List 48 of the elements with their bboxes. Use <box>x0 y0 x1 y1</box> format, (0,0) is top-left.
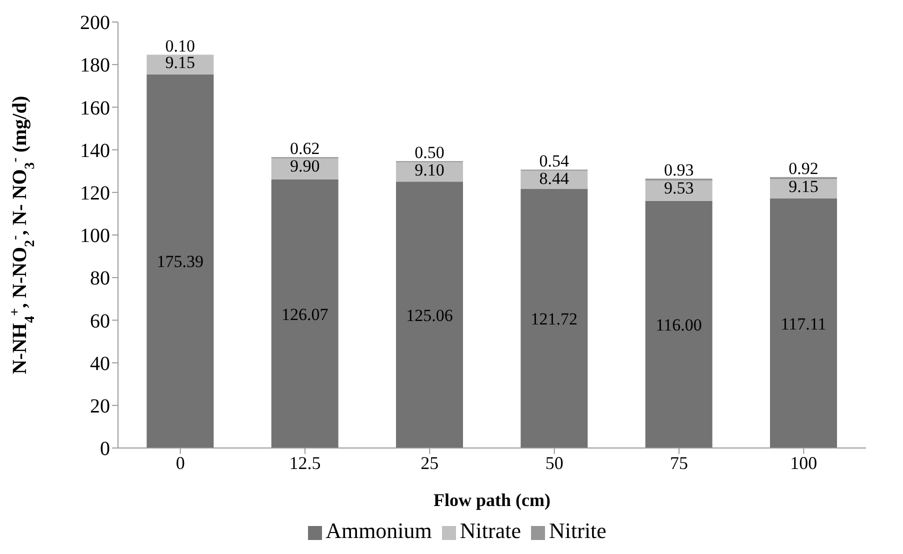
bar <box>645 200 712 448</box>
y-tick-label: 80 <box>90 268 110 290</box>
x-tick-label: 12.5 <box>289 452 321 473</box>
bar <box>146 74 214 448</box>
y-tick-label: 200 <box>80 12 110 34</box>
x-tick-label: 50 <box>545 452 564 473</box>
y-tick-label: 180 <box>80 54 110 77</box>
x-tick-label: 75 <box>670 452 688 473</box>
data-label: 0.54 <box>539 152 570 171</box>
y-tick-label: 160 <box>80 97 110 120</box>
data-label: 9.53 <box>664 178 694 198</box>
bar <box>271 179 338 448</box>
data-label: 175.39 <box>156 252 204 272</box>
legend-label: Nitrate <box>460 518 521 543</box>
data-label: 116.00 <box>656 315 702 334</box>
bar <box>520 188 588 448</box>
data-label: 125.06 <box>406 306 453 325</box>
y-tick-label: 120 <box>80 182 110 204</box>
data-label: 126.07 <box>281 304 329 324</box>
x-axis-title: Flow path (cm) <box>434 490 550 510</box>
bar <box>396 182 464 448</box>
data-label: 9.90 <box>290 156 320 176</box>
y-tick-label: 140 <box>80 140 110 162</box>
y-tick-label: 100 <box>80 225 110 248</box>
bar <box>146 54 214 74</box>
bar <box>645 180 712 201</box>
x-tick-label: 0 <box>176 452 185 473</box>
data-label: 121.72 <box>530 309 578 328</box>
y-tick-label: 40 <box>90 352 110 375</box>
data-label: 9.15 <box>165 53 196 72</box>
data-label: 9.10 <box>414 160 444 180</box>
x-tick-label: 100 <box>790 452 818 473</box>
data-label: 0.10 <box>165 36 196 56</box>
bar <box>770 198 838 448</box>
bar <box>396 162 464 182</box>
data-label: 9.15 <box>788 177 818 196</box>
y-tick-label: 60 <box>90 310 110 332</box>
legend-label: Nitrite <box>549 518 606 543</box>
data-label: 0.92 <box>788 159 818 178</box>
data-label: 0.50 <box>414 143 444 162</box>
data-label: 0.93 <box>664 160 694 180</box>
data-label: 8.44 <box>539 168 570 188</box>
legend-label: Ammonium <box>326 518 432 543</box>
data-label: 117.11 <box>780 314 826 334</box>
y-tick-label: 20 <box>90 396 110 418</box>
data-label: 0.62 <box>290 139 320 158</box>
bar <box>770 179 838 199</box>
x-tick-label: 25 <box>420 452 439 473</box>
